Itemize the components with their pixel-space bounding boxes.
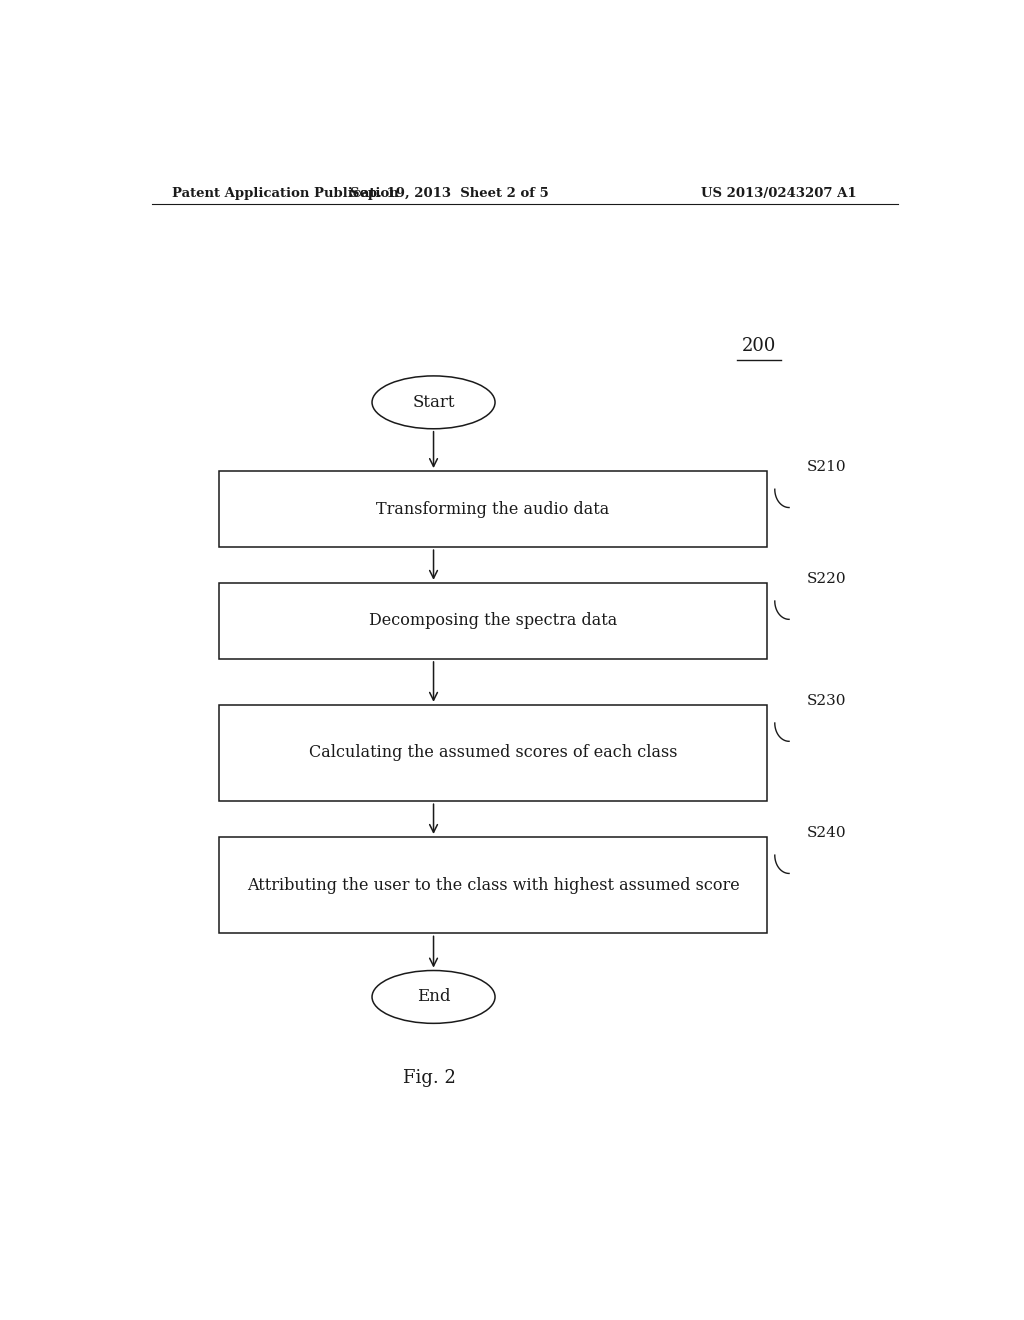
- Text: Decomposing the spectra data: Decomposing the spectra data: [369, 612, 617, 630]
- Text: Sep. 19, 2013  Sheet 2 of 5: Sep. 19, 2013 Sheet 2 of 5: [350, 187, 549, 201]
- Text: S220: S220: [807, 572, 846, 586]
- Text: S240: S240: [807, 826, 846, 840]
- Text: Attributing the user to the class with highest assumed score: Attributing the user to the class with h…: [247, 876, 739, 894]
- Text: 200: 200: [741, 338, 776, 355]
- Text: Patent Application Publication: Patent Application Publication: [172, 187, 398, 201]
- Ellipse shape: [372, 376, 495, 429]
- FancyBboxPatch shape: [219, 837, 767, 933]
- Text: S210: S210: [807, 459, 846, 474]
- Text: Fig. 2: Fig. 2: [403, 1069, 456, 1088]
- Text: Transforming the audio data: Transforming the audio data: [377, 500, 609, 517]
- FancyBboxPatch shape: [219, 705, 767, 801]
- Text: End: End: [417, 989, 451, 1006]
- Ellipse shape: [372, 970, 495, 1023]
- Text: Start: Start: [413, 393, 455, 411]
- Text: S230: S230: [807, 693, 846, 708]
- Text: Calculating the assumed scores of each class: Calculating the assumed scores of each c…: [309, 744, 677, 762]
- FancyBboxPatch shape: [219, 582, 767, 659]
- FancyBboxPatch shape: [219, 471, 767, 548]
- Text: US 2013/0243207 A1: US 2013/0243207 A1: [701, 187, 856, 201]
